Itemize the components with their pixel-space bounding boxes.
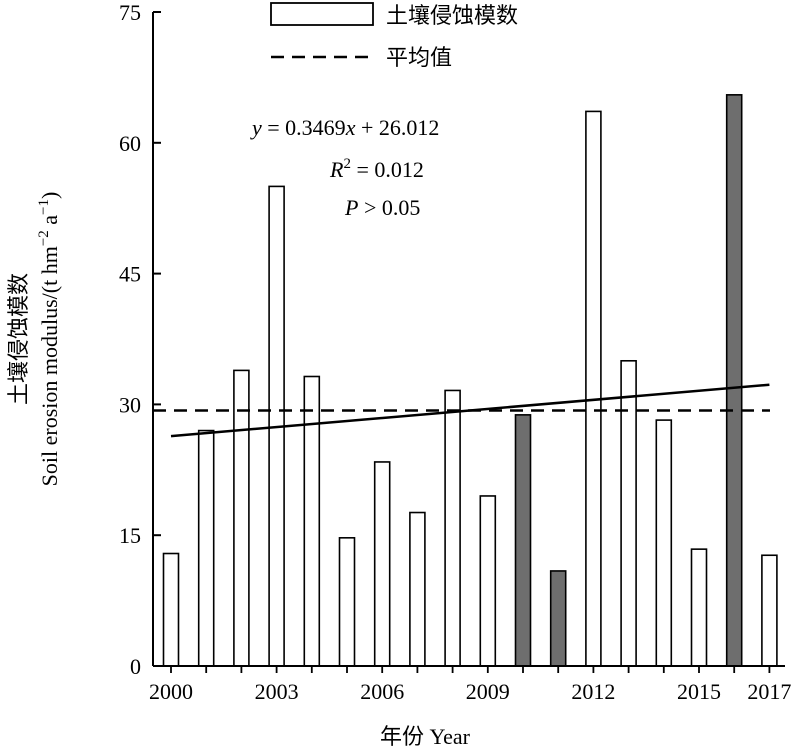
y-title-end: ) [37,192,62,199]
eq-intercept-text: + 26.012 [355,115,439,140]
x-tick-label: 2012 [571,679,615,704]
bar-2004 [303,375,321,667]
x-tick-label: 2009 [466,679,510,704]
legend-mean-label: 平均值 [386,45,452,70]
eq-r-superscript: 2 [343,156,351,172]
y-axis-title-cn: 土壤侵蚀模数 [6,273,31,405]
eq-r-symbol: R [329,157,344,182]
x-tick-label: 2017 [747,679,791,704]
x-ticks-group: 2000 2003 2006 2009 2012 2015 2017 [149,666,791,704]
y-title-en-main: Soil erosion modulus/(t hm [37,246,62,486]
bar-2014 [655,419,673,667]
bar-2002 [233,369,250,667]
bar-2008 [444,389,461,667]
bar-2013 [620,359,637,667]
p-value-line: P > 0.05 [344,195,420,220]
trend-line [170,383,770,438]
bar-2016 [725,94,743,667]
y-tick-label: 30 [119,392,141,417]
equation-line: y = 0.3469x + 26.012 [250,115,439,140]
x-axis-title: 年份 Year [380,724,471,749]
x-tick-label: 2000 [149,679,193,704]
y-tick-label: 60 [119,131,141,156]
bar-2017 [761,554,778,667]
y-tick-label: 15 [119,523,141,548]
legend-bar-swatch [270,2,374,26]
bar-2006 [373,461,391,667]
eq-r-value: = 0.012 [351,157,424,182]
y-title-mid: a [37,215,62,231]
eq-x-symbol: x [345,115,356,140]
bar-2009 [479,495,497,667]
y-tick-label: 45 [119,262,141,287]
y-title-sup1: −2 [36,230,52,246]
bar-2001 [197,429,215,667]
y-axis-title-en: Soil erosion modulus/(t hm−2 a−1) [36,192,62,487]
bar-2007 [409,511,426,667]
eq-p-value: > 0.05 [358,195,420,220]
eq-p-symbol: P [344,195,358,220]
r-squared-line: R2 = 0.012 [329,156,424,182]
bar-2005 [338,537,356,667]
y-tick-label: 75 [119,0,141,25]
eq-y-symbol: y [250,115,262,140]
bar-2012 [585,110,602,667]
y-ticks-group: 0 15 30 45 60 75 [119,0,161,679]
legend-bar-label: 土壤侵蚀模数 [386,3,518,28]
y-tick-label: 0 [130,654,141,679]
legend: 土壤侵蚀模数 平均值 [270,2,518,70]
bar-2010 [514,414,532,667]
x-tick-label: 2003 [255,679,299,704]
bar-2000 [162,552,180,667]
regression-annotation: y = 0.3469x + 26.012 R2 = 0.012 P > 0.05 [250,115,439,220]
bar-2011 [549,570,567,667]
eq-slope-text: = 0.3469 [262,115,346,140]
x-tick-label: 2015 [677,679,721,704]
x-tick-label: 2006 [360,679,404,704]
bar-2015 [690,548,708,667]
y-title-sup2: −1 [36,199,52,215]
bars-group [162,94,778,667]
